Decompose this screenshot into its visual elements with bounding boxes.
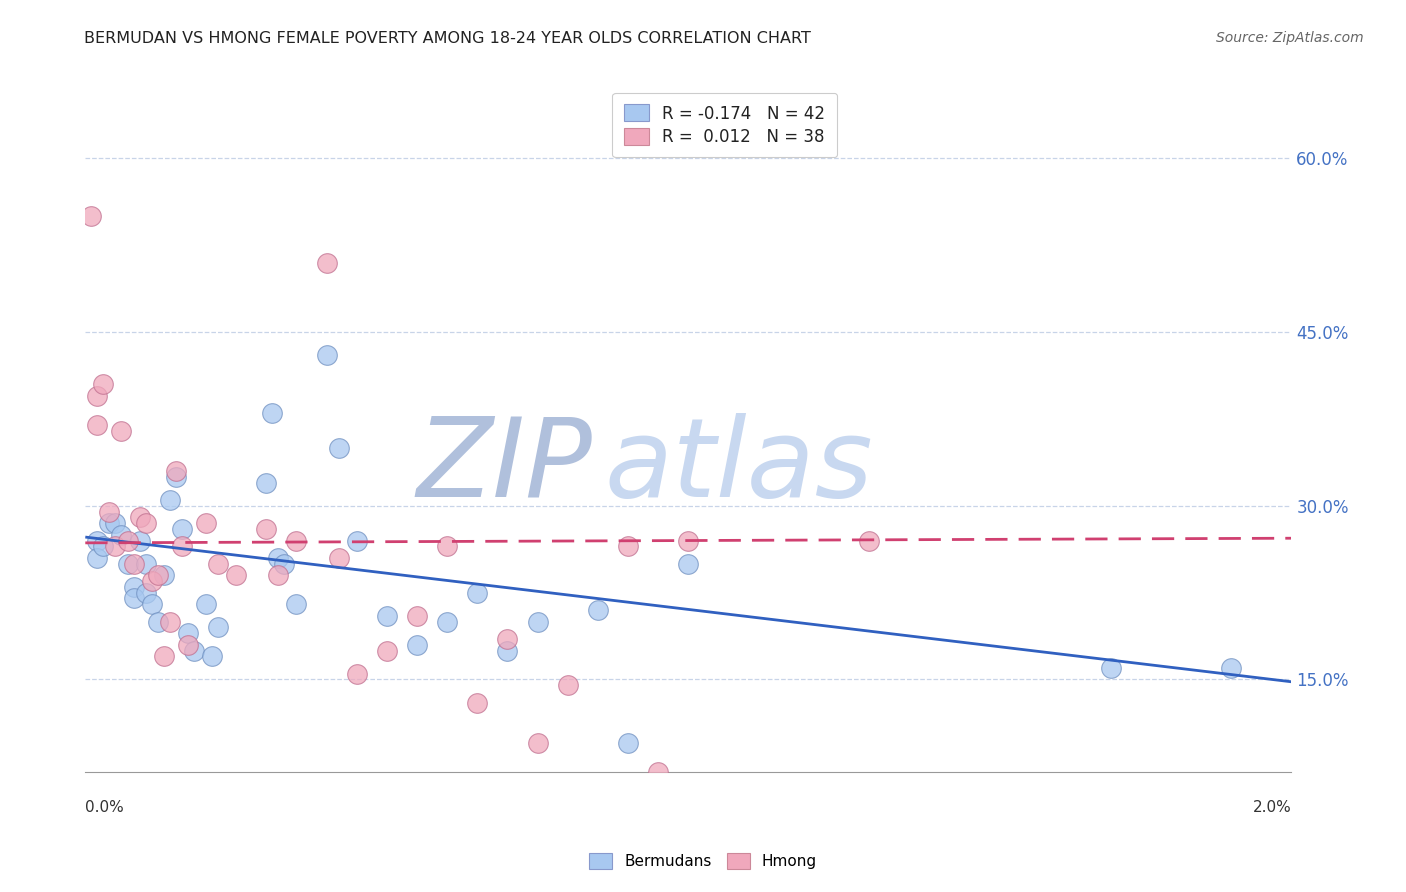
Point xyxy=(647,765,669,780)
Point xyxy=(110,527,132,541)
Point xyxy=(207,557,229,571)
Point xyxy=(110,424,132,438)
Point xyxy=(285,533,308,548)
Point xyxy=(183,643,205,657)
Point xyxy=(135,585,157,599)
Point xyxy=(406,638,429,652)
Point xyxy=(375,608,398,623)
Text: 2.0%: 2.0% xyxy=(1253,800,1292,815)
Point xyxy=(122,557,145,571)
Point xyxy=(557,678,579,692)
Point xyxy=(465,585,488,599)
Point xyxy=(146,568,169,582)
Point xyxy=(98,505,121,519)
Point xyxy=(678,533,700,548)
Point xyxy=(207,620,229,634)
Point xyxy=(86,533,108,548)
Point xyxy=(617,736,640,750)
Point xyxy=(177,638,200,652)
Point xyxy=(617,539,640,553)
Point xyxy=(465,696,488,710)
Point xyxy=(117,533,139,548)
Point xyxy=(141,574,163,588)
Point xyxy=(375,643,398,657)
Point xyxy=(328,550,350,565)
Point xyxy=(98,516,121,531)
Legend: Bermudans, Hmong: Bermudans, Hmong xyxy=(583,847,823,875)
Text: BERMUDAN VS HMONG FEMALE POVERTY AMONG 18-24 YEAR OLDS CORRELATION CHART: BERMUDAN VS HMONG FEMALE POVERTY AMONG 1… xyxy=(84,31,811,46)
Point xyxy=(93,539,115,553)
Point xyxy=(122,580,145,594)
Point xyxy=(496,632,519,646)
Point xyxy=(159,615,181,629)
Point xyxy=(152,649,174,664)
Point xyxy=(177,626,200,640)
Point xyxy=(267,568,290,582)
Point xyxy=(201,649,224,664)
Point xyxy=(165,464,187,478)
Point xyxy=(678,557,700,571)
Point xyxy=(496,643,519,657)
Point xyxy=(170,522,193,536)
Point xyxy=(165,470,187,484)
Point xyxy=(526,736,548,750)
Point xyxy=(858,533,880,548)
Point xyxy=(93,377,115,392)
Point xyxy=(104,539,127,553)
Text: atlas: atlas xyxy=(605,413,873,520)
Point xyxy=(262,406,284,420)
Point xyxy=(152,568,174,582)
Point xyxy=(254,522,277,536)
Point xyxy=(104,516,127,531)
Point xyxy=(86,389,108,403)
Point xyxy=(170,539,193,553)
Text: ZIP: ZIP xyxy=(416,413,592,520)
Point xyxy=(526,615,548,629)
Point xyxy=(135,557,157,571)
Legend: R = -0.174   N = 42, R =  0.012   N = 38: R = -0.174 N = 42, R = 0.012 N = 38 xyxy=(612,93,837,157)
Point xyxy=(436,539,458,553)
Point xyxy=(1099,661,1122,675)
Point xyxy=(328,441,350,455)
Point xyxy=(586,603,609,617)
Point xyxy=(86,417,108,432)
Point xyxy=(128,533,150,548)
Point xyxy=(346,666,368,681)
Point xyxy=(80,210,103,224)
Point xyxy=(141,597,163,611)
Text: Source: ZipAtlas.com: Source: ZipAtlas.com xyxy=(1216,31,1364,45)
Point xyxy=(267,550,290,565)
Point xyxy=(135,516,157,531)
Point xyxy=(315,348,337,362)
Text: 0.0%: 0.0% xyxy=(86,800,124,815)
Point xyxy=(194,597,217,611)
Point xyxy=(225,568,247,582)
Point xyxy=(346,533,368,548)
Point xyxy=(285,597,308,611)
Point xyxy=(1220,661,1243,675)
Point xyxy=(436,615,458,629)
Point xyxy=(122,591,145,606)
Point xyxy=(194,516,217,531)
Point xyxy=(128,510,150,524)
Point xyxy=(146,615,169,629)
Point xyxy=(273,557,295,571)
Point xyxy=(254,475,277,490)
Point xyxy=(86,550,108,565)
Point xyxy=(406,608,429,623)
Point xyxy=(117,557,139,571)
Point xyxy=(315,255,337,269)
Point xyxy=(159,493,181,508)
